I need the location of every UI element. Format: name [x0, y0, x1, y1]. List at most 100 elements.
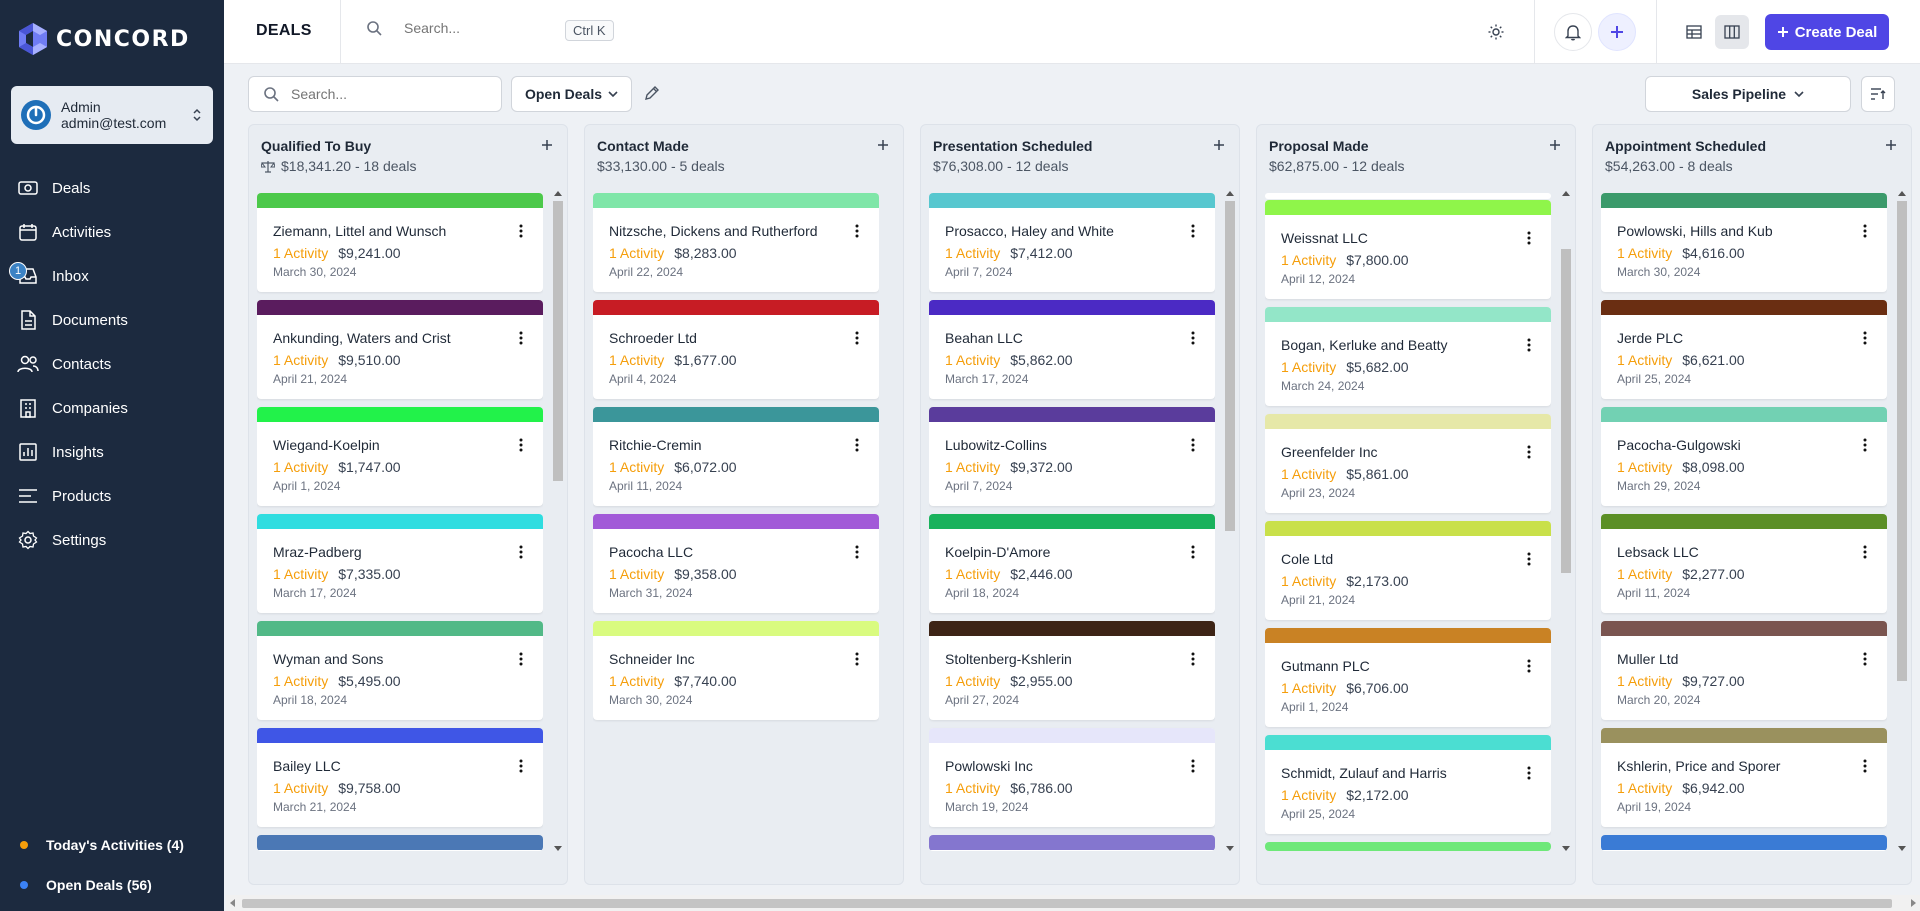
more-vertical-icon[interactable] [513, 758, 529, 774]
deal-activity[interactable]: 1 Activity [1617, 352, 1673, 368]
scroll-up-icon[interactable] [1562, 191, 1570, 196]
deal-activity[interactable]: 1 Activity [945, 352, 1001, 368]
deal-activity[interactable]: 1 Activity [1281, 359, 1337, 375]
more-vertical-icon[interactable] [513, 437, 529, 453]
deal-activity[interactable]: 1 Activity [273, 459, 329, 475]
deal-activity[interactable]: 1 Activity [1617, 780, 1673, 796]
more-vertical-icon[interactable] [1521, 551, 1537, 567]
deal-card[interactable]: Ritchie-Cremin 1 Activity $6,072.00 April… [593, 407, 879, 506]
deal-card-partial[interactable] [1265, 842, 1551, 851]
table-view-icon[interactable] [1677, 15, 1711, 49]
more-vertical-icon[interactable] [849, 330, 865, 346]
deal-activity[interactable]: 1 Activity [1617, 459, 1673, 475]
scroll-down-icon[interactable] [1562, 846, 1570, 851]
scroll-thumb[interactable] [1561, 249, 1571, 573]
scroll-down-icon[interactable] [1226, 846, 1234, 851]
sort-button[interactable] [1861, 76, 1895, 112]
scroll-right-icon[interactable] [1911, 899, 1916, 907]
board-view-icon[interactable] [1715, 15, 1749, 49]
more-vertical-icon[interactable] [513, 330, 529, 346]
deals-search[interactable] [248, 76, 502, 112]
scroll-thumb[interactable] [242, 899, 1892, 908]
more-vertical-icon[interactable] [1185, 651, 1201, 667]
more-vertical-icon[interactable] [1185, 758, 1201, 774]
more-vertical-icon[interactable] [1857, 544, 1873, 560]
scroll-thumb[interactable] [553, 201, 563, 481]
more-vertical-icon[interactable] [849, 544, 865, 560]
deal-card-partial[interactable] [257, 835, 543, 851]
deal-activity[interactable]: 1 Activity [1281, 466, 1337, 482]
deal-card[interactable]: Kshlerin, Price and Sporer 1 Activity $6,… [1601, 728, 1887, 827]
more-vertical-icon[interactable] [849, 223, 865, 239]
deal-activity[interactable]: 1 Activity [945, 780, 1001, 796]
more-vertical-icon[interactable] [1521, 444, 1537, 460]
more-vertical-icon[interactable] [513, 651, 529, 667]
add-deal-plus-icon[interactable] [1209, 135, 1229, 155]
deal-card[interactable]: Lubowitz-Collins 1 Activity $9,372.00 Apr… [929, 407, 1215, 506]
deal-activity[interactable]: 1 Activity [609, 459, 665, 475]
deal-activity[interactable]: 1 Activity [609, 566, 665, 582]
deal-card[interactable]: Schmidt, Zulauf and Harris 1 Activity $2,… [1265, 735, 1551, 834]
more-vertical-icon[interactable] [1857, 223, 1873, 239]
deal-card[interactable]: Jerde PLC 1 Activity $6,621.00 April 25, … [1601, 300, 1887, 399]
deal-activity[interactable]: 1 Activity [1281, 787, 1337, 803]
column-scrollbar[interactable] [1897, 191, 1907, 851]
scroll-thumb[interactable] [1897, 201, 1907, 681]
todays-activities-link[interactable]: Today's Activities (4) [0, 825, 224, 865]
deal-filter-dropdown[interactable]: Open Deals [511, 76, 632, 112]
scroll-left-icon[interactable] [230, 899, 235, 907]
deal-activity[interactable]: 1 Activity [945, 459, 1001, 475]
create-deal-button[interactable]: Create Deal [1765, 14, 1889, 50]
deal-card[interactable]: Weissnat LLC 1 Activity $7,800.00 April 1… [1265, 200, 1551, 299]
deal-activity[interactable]: 1 Activity [1281, 573, 1337, 589]
brand-logo[interactable]: CONCORD [18, 22, 190, 56]
more-vertical-icon[interactable] [513, 223, 529, 239]
deal-card[interactable]: Nitzsche, Dickens and Rutherford 1 Activ… [593, 193, 879, 292]
deal-card[interactable]: Schroeder Ltd 1 Activity $1,677.00 April … [593, 300, 879, 399]
deal-activity[interactable]: 1 Activity [609, 245, 665, 261]
column-scrollbar[interactable] [1561, 191, 1571, 851]
more-vertical-icon[interactable] [1521, 230, 1537, 246]
deal-card[interactable]: Beahan LLC 1 Activity $5,862.00 March 17,… [929, 300, 1215, 399]
more-vertical-icon[interactable] [513, 544, 529, 560]
deal-activity[interactable]: 1 Activity [1617, 673, 1673, 689]
deal-activity[interactable]: 1 Activity [273, 245, 329, 261]
more-vertical-icon[interactable] [1521, 658, 1537, 674]
deal-card[interactable]: Powlowski Inc 1 Activity $6,786.00 March … [929, 728, 1215, 827]
more-vertical-icon[interactable] [849, 437, 865, 453]
deal-activity[interactable]: 1 Activity [273, 566, 329, 582]
deal-activity[interactable]: 1 Activity [1617, 566, 1673, 582]
deal-activity[interactable]: 1 Activity [609, 352, 665, 368]
deal-card-partial[interactable] [1601, 835, 1887, 851]
quick-create-plus-icon[interactable] [1598, 13, 1636, 51]
nav-item-settings[interactable]: Settings [0, 518, 224, 562]
deal-card[interactable]: Stoltenberg-Kshlerin 1 Activity $2,955.00… [929, 621, 1215, 720]
scroll-up-icon[interactable] [554, 191, 562, 196]
deal-card[interactable]: Mraz-Padberg 1 Activity $7,335.00 March 1… [257, 514, 543, 613]
deal-card[interactable]: Koelpin-D'Amore 1 Activity $2,446.00 Apri… [929, 514, 1215, 613]
deal-activity[interactable]: 1 Activity [273, 780, 329, 796]
nav-item-companies[interactable]: Companies [0, 386, 224, 430]
scroll-thumb[interactable] [1225, 201, 1235, 531]
nav-item-insights[interactable]: Insights [0, 430, 224, 474]
deal-card[interactable]: Pacocha LLC 1 Activity $9,358.00 March 31… [593, 514, 879, 613]
deal-card[interactable]: Schneider Inc 1 Activity $7,740.00 March … [593, 621, 879, 720]
scroll-down-icon[interactable] [1898, 846, 1906, 851]
deal-card[interactable]: Pacocha-Gulgowski 1 Activity $8,098.00 Ma… [1601, 407, 1887, 506]
nav-item-deals[interactable]: Deals [0, 166, 224, 210]
more-vertical-icon[interactable] [1857, 758, 1873, 774]
user-menu[interactable]: Admin admin@test.com [11, 86, 213, 144]
deal-activity[interactable]: 1 Activity [1281, 252, 1337, 268]
more-vertical-icon[interactable] [1185, 223, 1201, 239]
deal-card[interactable]: Cole Ltd 1 Activity $2,173.00 April 21, 2… [1265, 521, 1551, 620]
more-vertical-icon[interactable] [849, 651, 865, 667]
deal-card[interactable]: Bailey LLC 1 Activity $9,758.00 March 21,… [257, 728, 543, 827]
notifications-bell-icon[interactable] [1554, 13, 1592, 51]
deal-card[interactable]: Powlowski, Hills and Kub 1 Activity $4,61… [1601, 193, 1887, 292]
deal-card-partial[interactable] [1265, 193, 1551, 199]
theme-toggle-sun-icon[interactable] [1486, 22, 1506, 42]
more-vertical-icon[interactable] [1185, 330, 1201, 346]
deal-activity[interactable]: 1 Activity [945, 673, 1001, 689]
deal-card[interactable]: Wyman and Sons 1 Activity $5,495.00 April… [257, 621, 543, 720]
global-search-input[interactable] [404, 20, 554, 36]
